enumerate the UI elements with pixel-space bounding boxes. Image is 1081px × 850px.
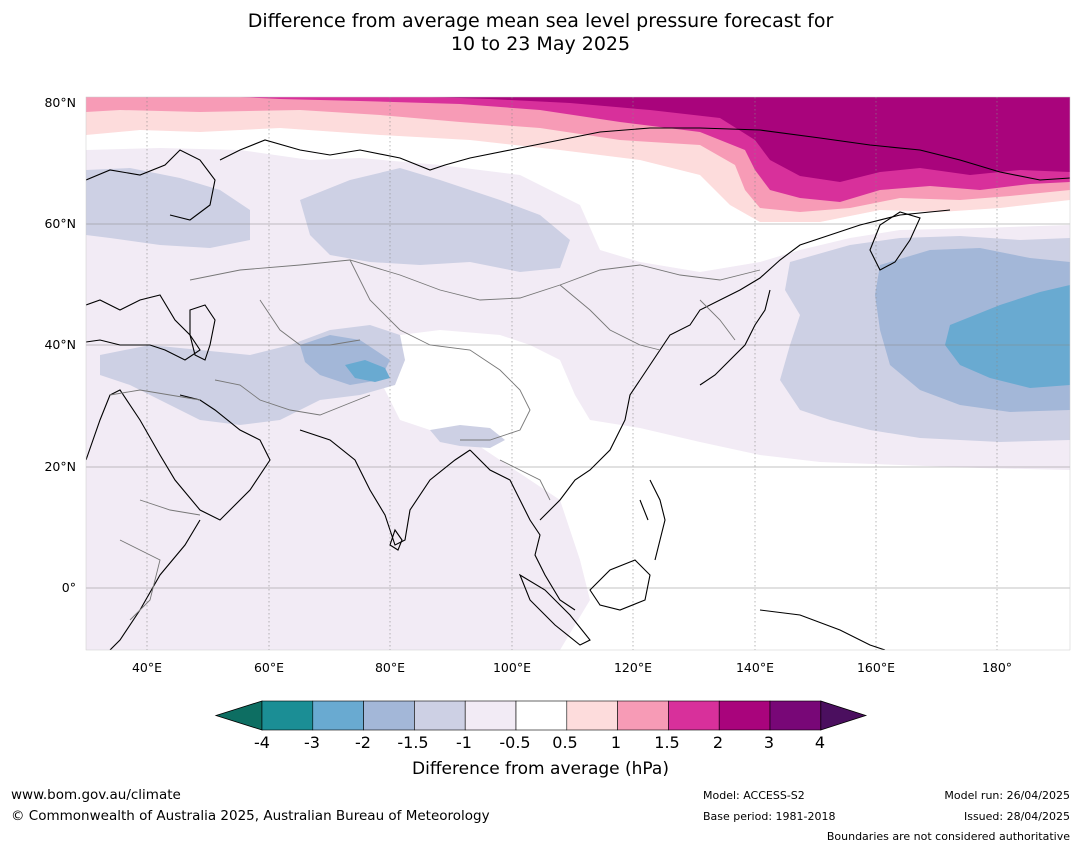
footer-issued: Issued: 28/04/2025 xyxy=(963,810,1070,823)
colorbar-tick: -3 xyxy=(304,733,320,752)
colorbar-tick: 1.5 xyxy=(654,733,680,752)
lon-label-140e: 140°E xyxy=(735,660,774,675)
footer-base-period: Base period: 1981-2018 xyxy=(703,810,836,823)
colorbar-segment xyxy=(718,700,771,731)
colorbar-segment xyxy=(414,700,466,731)
lon-label-100e: 100°E xyxy=(492,660,531,675)
colorbar-tick: -1.5 xyxy=(397,733,429,752)
coastline-china-east xyxy=(639,209,951,381)
colorbar-segment xyxy=(668,700,720,731)
anomaly-region-neg-1-asia xyxy=(86,168,250,248)
coastline-philippines xyxy=(639,479,666,561)
colorbar-tick: -0.5 xyxy=(499,733,531,752)
colorbar-title: Difference from average (hPa) xyxy=(412,759,669,779)
coastline-arabia-africa xyxy=(86,389,271,650)
colorbar-tick: -1 xyxy=(456,733,472,752)
colorbar-segment xyxy=(363,700,415,731)
country-borders xyxy=(109,259,761,621)
lat-label-20n: 20°N xyxy=(44,459,76,474)
colorbar-extend-low xyxy=(214,700,263,731)
coastline-japan xyxy=(699,289,771,386)
coastline-borneo xyxy=(589,559,651,611)
anomaly-region-neg-small-india xyxy=(430,425,505,448)
colorbar xyxy=(214,700,868,731)
map-title-line2: 10 to 23 May 2025 xyxy=(450,33,631,55)
footer-copyright: © Commonwealth of Australia 2025, Austra… xyxy=(11,808,490,824)
map-frame xyxy=(85,96,1071,651)
graticule xyxy=(86,97,1070,650)
colorbar-tick: 2 xyxy=(712,733,724,752)
coastline-sri-lanka xyxy=(389,528,403,551)
anomaly-region-pos-2 xyxy=(430,97,1070,182)
footer-model-run: Model run: 26/04/2025 xyxy=(944,789,1070,802)
coastline-scandinavia xyxy=(86,149,216,221)
lat-label-60n: 60°N xyxy=(44,216,76,231)
coastline-india xyxy=(299,429,471,546)
lon-label-40e: 40°E xyxy=(131,660,163,675)
colorbar-segment xyxy=(769,700,822,731)
colorbar-tick: 3 xyxy=(763,733,775,752)
colorbar-tick: 1 xyxy=(610,733,622,752)
lon-label-60e: 60°E xyxy=(253,660,285,675)
colorbar-extend-high xyxy=(820,700,868,731)
coastline-europe-south xyxy=(86,294,201,361)
colorbar-segment xyxy=(617,700,669,731)
colorbar-segment xyxy=(312,700,364,731)
colorbar-segment xyxy=(515,700,568,731)
anomaly-field xyxy=(86,97,1070,650)
colorbar-tick: 0.5 xyxy=(552,733,578,752)
lat-label-40n: 40°N xyxy=(44,337,76,352)
anomaly-region-neg-1-siberia xyxy=(300,168,570,272)
colorbar-tick: -4 xyxy=(254,733,270,752)
lon-label-160e: 160°E xyxy=(856,660,895,675)
map-title-line1: Difference from average mean sea level p… xyxy=(247,10,834,32)
footer-model: Model: ACCESS-S2 xyxy=(703,789,805,802)
coastline-southeast-asia xyxy=(469,379,641,611)
coastline-arctic xyxy=(219,127,1070,181)
lon-label-120e: 120°E xyxy=(613,660,652,675)
colorbar-segment xyxy=(261,700,314,731)
colorbar-tick: 4 xyxy=(814,733,826,752)
coastline-sumatra xyxy=(518,573,591,646)
footer-url[interactable]: www.bom.gov.au/climate xyxy=(11,787,181,803)
coastline-kamchatka xyxy=(869,211,921,271)
lon-label-80e: 80°E xyxy=(374,660,406,675)
coastline-new-guinea xyxy=(759,609,886,650)
lon-label-180: 180° xyxy=(981,660,1013,675)
colorbar-segment xyxy=(566,700,618,731)
anomaly-region-neg-2-pacific xyxy=(945,285,1070,388)
anomaly-region-neg-2-tibet xyxy=(345,360,390,382)
coastline-caspian xyxy=(189,304,216,361)
coastlines xyxy=(86,127,1070,650)
colorbar-segment xyxy=(464,700,517,731)
colorbar-tick: -2 xyxy=(355,733,371,752)
footer-disclaimer: Boundaries are not considered authoritat… xyxy=(826,830,1070,843)
lat-label-0: 0° xyxy=(61,580,76,595)
lat-label-80n: 80°N xyxy=(44,95,76,110)
